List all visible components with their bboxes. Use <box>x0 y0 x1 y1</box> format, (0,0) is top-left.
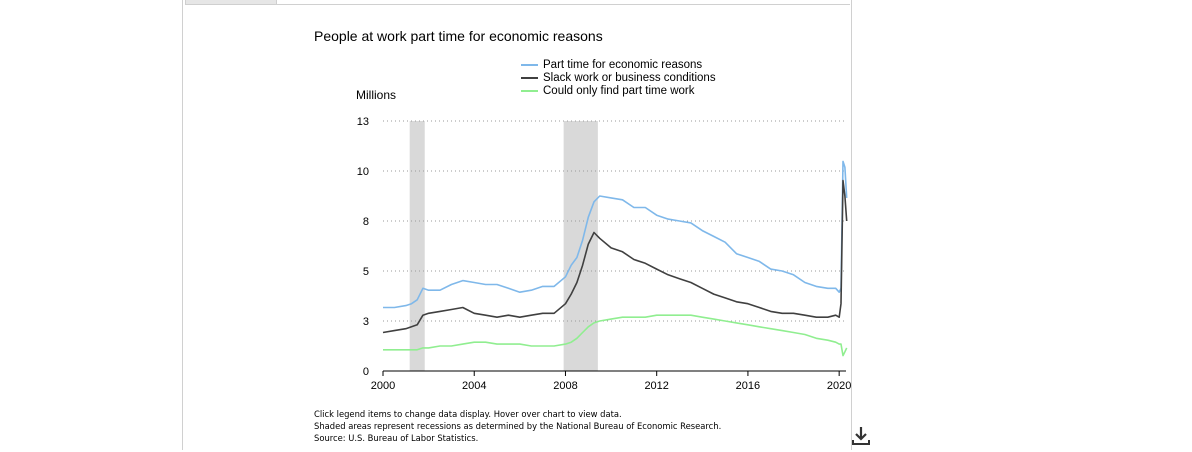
chart-notes: Click legend items to change data displa… <box>314 408 721 444</box>
legend-label: Slack work or business conditions <box>543 71 716 84</box>
legend-swatch <box>521 76 538 79</box>
legend-swatch <box>521 63 538 66</box>
x-tick-label: 2004 <box>462 380 486 392</box>
legend-swatch <box>521 89 538 92</box>
y-axis-label: Millions <box>356 88 396 102</box>
series-line <box>383 160 848 309</box>
series-line <box>383 314 848 357</box>
note-line: Shaded areas represent recessions as det… <box>314 421 722 431</box>
tab-stub[interactable] <box>185 0 277 5</box>
y-tick-label: 3 <box>363 316 369 328</box>
y-tick-label: 13 <box>357 116 369 128</box>
panel-top-border <box>275 4 850 5</box>
legend-item-part-time[interactable]: Part time for economic reasons <box>521 58 716 71</box>
chart-title: People at work part time for economic re… <box>314 28 603 44</box>
download-icon <box>852 427 870 445</box>
y-tick-label: 5 <box>363 266 369 278</box>
x-tick-label: 2000 <box>371 380 395 392</box>
x-tick-label: 2012 <box>644 380 668 392</box>
y-tick-label: 8 <box>363 216 369 228</box>
y-tick-label: 0 <box>363 366 369 378</box>
legend: Part time for economic reasons Slack wor… <box>521 58 716 97</box>
legend-label: Part time for economic reasons <box>543 58 703 71</box>
legend-label: Could only find part time work <box>543 84 695 97</box>
note-line: Click legend items to change data displa… <box>314 409 622 419</box>
recession-band <box>409 121 425 371</box>
x-tick-label: 2008 <box>553 380 577 392</box>
note-line: Source: U.S. Bureau of Labor Statistics. <box>314 433 479 443</box>
x-tick-label: 2020 <box>827 380 851 392</box>
y-tick-label: 10 <box>357 166 369 178</box>
legend-item-slack-work[interactable]: Slack work or business conditions <box>521 71 716 84</box>
chart-panel <box>182 0 852 450</box>
legend-item-could-only-find[interactable]: Could only find part time work <box>521 84 716 97</box>
x-tick-label: 2016 <box>736 380 760 392</box>
download-button[interactable] <box>851 425 871 447</box>
series-line <box>382 179 848 334</box>
